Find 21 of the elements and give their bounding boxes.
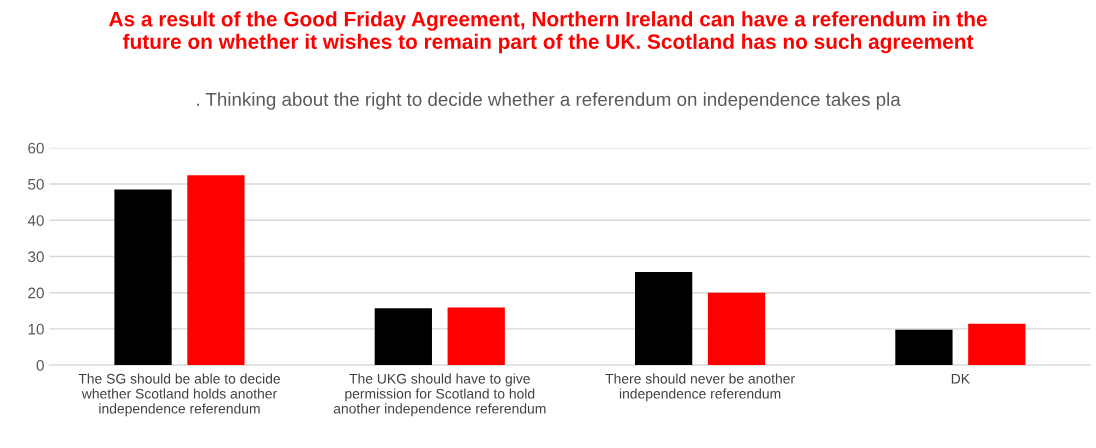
x-tick-label: There should never be another independence referendum — [605, 373, 795, 402]
y-tick-label: 40 — [27, 215, 44, 226]
x-tick-label: DK — [951, 373, 970, 384]
bar — [895, 329, 953, 366]
chart-subtitle: . Thinking about the right to decide whether a referendum on independence takes pla — [197, 92, 901, 110]
y-tick-label: 50 — [28, 178, 44, 190]
bar — [114, 189, 172, 366]
bar — [635, 272, 693, 366]
bar — [374, 308, 432, 366]
bar — [187, 175, 245, 366]
bar — [707, 292, 766, 366]
chart-title: As a result of the Good Friday Agreement, Northern Ireland can have a referendum in the future on whether it wishes to remain part of the UK. Scotland has no such agreement — [109, 11, 987, 54]
y-tick-label: 60 — [28, 142, 44, 154]
x-tick-label: The UKG should have to give permission for Scotland to hold another independence referendum — [333, 373, 546, 417]
x-tick-label: The SG should be able to decide whether Scotland holds another independence referendum — [78, 373, 281, 417]
y-tick-label: 30 — [28, 251, 44, 263]
y-tick-label: 20 — [28, 287, 44, 299]
bar — [968, 323, 1026, 366]
y-tick-label: 0 — [36, 359, 44, 371]
y-tick-label: 10 — [28, 323, 44, 335]
bar — [447, 307, 505, 366]
